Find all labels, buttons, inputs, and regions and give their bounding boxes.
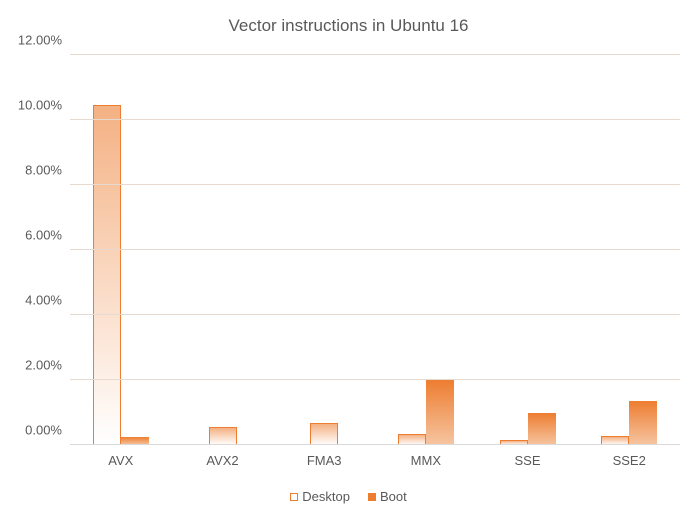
bars	[477, 55, 579, 445]
bar-group: MMX	[375, 55, 477, 445]
gridline	[70, 184, 680, 185]
legend: Desktop Boot	[0, 489, 697, 504]
legend-item-desktop: Desktop	[290, 489, 350, 504]
bar-boot	[426, 380, 454, 445]
bar-group: SSE2	[578, 55, 680, 445]
legend-swatch-boot	[368, 493, 376, 501]
bar-group: FMA3	[273, 55, 375, 445]
bar-desktop	[310, 423, 338, 445]
bar-boot	[528, 413, 556, 445]
bar-group: SSE	[477, 55, 579, 445]
legend-label-desktop: Desktop	[302, 489, 350, 504]
y-tick-label: 12.00%	[18, 33, 62, 48]
bars	[273, 55, 375, 445]
gridline	[70, 119, 680, 120]
y-tick-label: 4.00%	[25, 293, 62, 308]
x-tick-label: MMX	[375, 453, 477, 468]
legend-swatch-desktop	[290, 493, 298, 501]
y-tick-label: 6.00%	[25, 228, 62, 243]
x-tick-label: AVX2	[172, 453, 274, 468]
x-tick-label: AVX	[70, 453, 172, 468]
bar-desktop	[209, 427, 237, 445]
bars	[375, 55, 477, 445]
y-tick-label: 2.00%	[25, 358, 62, 373]
gridline	[70, 249, 680, 250]
x-axis-baseline	[70, 444, 680, 445]
bar-boot	[629, 401, 657, 445]
bars	[578, 55, 680, 445]
chart-container: Vector instructions in Ubuntu 16 AVXAVX2…	[0, 0, 697, 516]
x-tick-label: FMA3	[273, 453, 375, 468]
bars	[70, 55, 172, 445]
bar-group: AVX	[70, 55, 172, 445]
bar-groups: AVXAVX2FMA3MMXSSESSE2	[70, 55, 680, 445]
plot-area: AVXAVX2FMA3MMXSSESSE2 0.00%2.00%4.00%6.0…	[70, 55, 680, 445]
y-tick-label: 0.00%	[25, 423, 62, 438]
x-tick-label: SSE2	[578, 453, 680, 468]
bar-desktop	[93, 105, 121, 445]
bars	[172, 55, 274, 445]
gridline	[70, 314, 680, 315]
legend-label-boot: Boot	[380, 489, 407, 504]
legend-item-boot: Boot	[368, 489, 407, 504]
gridline	[70, 54, 680, 55]
y-tick-label: 8.00%	[25, 163, 62, 178]
bar-group: AVX2	[172, 55, 274, 445]
x-tick-label: SSE	[477, 453, 579, 468]
y-tick-label: 10.00%	[18, 98, 62, 113]
gridline	[70, 379, 680, 380]
chart-title: Vector instructions in Ubuntu 16	[0, 16, 697, 36]
